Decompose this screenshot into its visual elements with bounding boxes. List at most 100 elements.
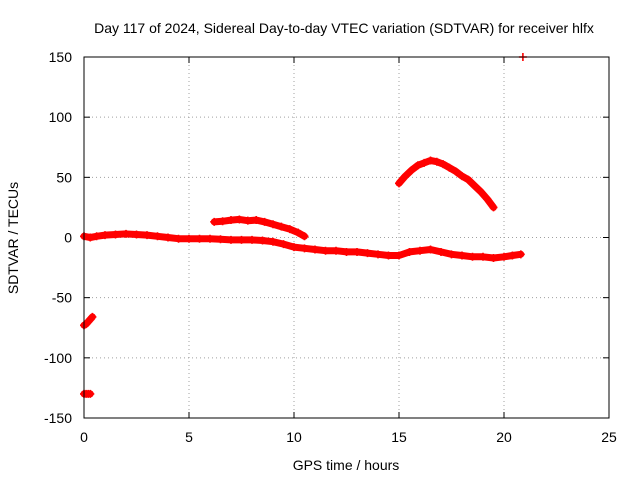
data-point [237, 235, 246, 244]
data-point [489, 253, 498, 262]
data-point [153, 232, 162, 241]
data-point [384, 251, 393, 260]
y-tick-labels: -150 -100 -50 0 50 100 150 [44, 49, 72, 426]
series-track [210, 215, 308, 240]
data-point [210, 217, 219, 226]
data-point [300, 232, 309, 241]
data-point [164, 233, 172, 242]
data-point [294, 228, 303, 237]
data-point [420, 158, 429, 167]
data-point [508, 251, 517, 260]
data-point [195, 234, 204, 243]
data-point [227, 235, 235, 244]
y-tick-label: 0 [64, 230, 72, 246]
data-point [218, 217, 227, 226]
data-point [258, 236, 267, 245]
x-axis-label: GPS time / hours [293, 457, 400, 473]
data-point [458, 172, 466, 181]
data-point [395, 179, 403, 188]
data-point [451, 167, 460, 176]
data-point [252, 216, 261, 225]
data-point [122, 229, 130, 238]
data-point [260, 217, 269, 226]
data-point [489, 203, 498, 212]
data-point [401, 172, 410, 181]
data-point [447, 250, 456, 259]
data-point [405, 247, 414, 256]
data-point [483, 194, 492, 203]
data-point [332, 246, 340, 255]
y-tick-label: 50 [56, 169, 72, 185]
data-point [476, 187, 485, 196]
data-point [407, 166, 416, 175]
series-0 [80, 229, 525, 262]
x-tick-label: 25 [601, 429, 617, 445]
data-point [439, 160, 448, 169]
data-point [227, 216, 235, 225]
series-1 [210, 215, 309, 241]
data-point [413, 161, 422, 170]
y-tick-label: 150 [49, 49, 73, 65]
data-point [321, 246, 330, 255]
x-tick-labels: 0 5 10 15 20 25 [80, 429, 617, 445]
data-point [426, 156, 435, 165]
x-tick-label: 20 [496, 429, 512, 445]
data-point [101, 231, 109, 240]
data-point [185, 234, 193, 243]
series-4 [80, 389, 95, 398]
data-point [279, 240, 288, 249]
data-point [111, 230, 120, 239]
data-point [342, 247, 351, 256]
data-point [426, 245, 435, 254]
y-tick-label: -50 [52, 290, 72, 306]
data-point [92, 232, 101, 241]
plot-points [80, 53, 527, 398]
data-point [86, 233, 95, 242]
data-point [285, 225, 294, 234]
data-point [143, 231, 151, 240]
y-tick-label: -150 [44, 410, 72, 426]
data-point [206, 234, 214, 243]
data-point [445, 163, 454, 172]
series-track [395, 157, 497, 211]
x-tick-label: 15 [391, 429, 407, 445]
x-tick-label: 5 [185, 429, 193, 445]
data-point [464, 175, 473, 184]
y-tick-label: -100 [44, 350, 72, 366]
data-point [432, 157, 441, 166]
data-point [516, 250, 525, 259]
data-point [374, 250, 382, 259]
data-point [363, 249, 372, 258]
data-point [277, 222, 286, 231]
data-point [437, 247, 445, 256]
data-point [470, 181, 479, 190]
x-tick-label: 0 [80, 429, 88, 445]
data-point [458, 251, 466, 260]
data-point [216, 235, 225, 244]
data-point [174, 234, 183, 243]
data-point [235, 215, 244, 224]
data-point [269, 220, 277, 229]
data-point [86, 389, 95, 398]
series-2 [395, 156, 498, 212]
data-point [479, 252, 487, 261]
data-point [132, 230, 141, 239]
data-point [416, 246, 424, 255]
data-point [248, 235, 256, 244]
y-axis-label: SDTVAR / TECUs [5, 182, 21, 294]
chart-title: Day 117 of 2024, Sidereal Day-to-day VTE… [94, 20, 594, 36]
data-point [243, 216, 252, 225]
x-tick-label: 10 [286, 429, 302, 445]
series-3 [80, 312, 97, 330]
data-point [300, 244, 309, 253]
data-point [468, 252, 477, 261]
data-point [311, 245, 319, 254]
plot-frame [83, 56, 610, 419]
data-point [88, 312, 97, 321]
y-tick-label: 100 [49, 109, 73, 125]
data-point [353, 247, 361, 256]
data-point [269, 237, 277, 246]
data-point [395, 251, 403, 260]
data-point [290, 243, 298, 252]
